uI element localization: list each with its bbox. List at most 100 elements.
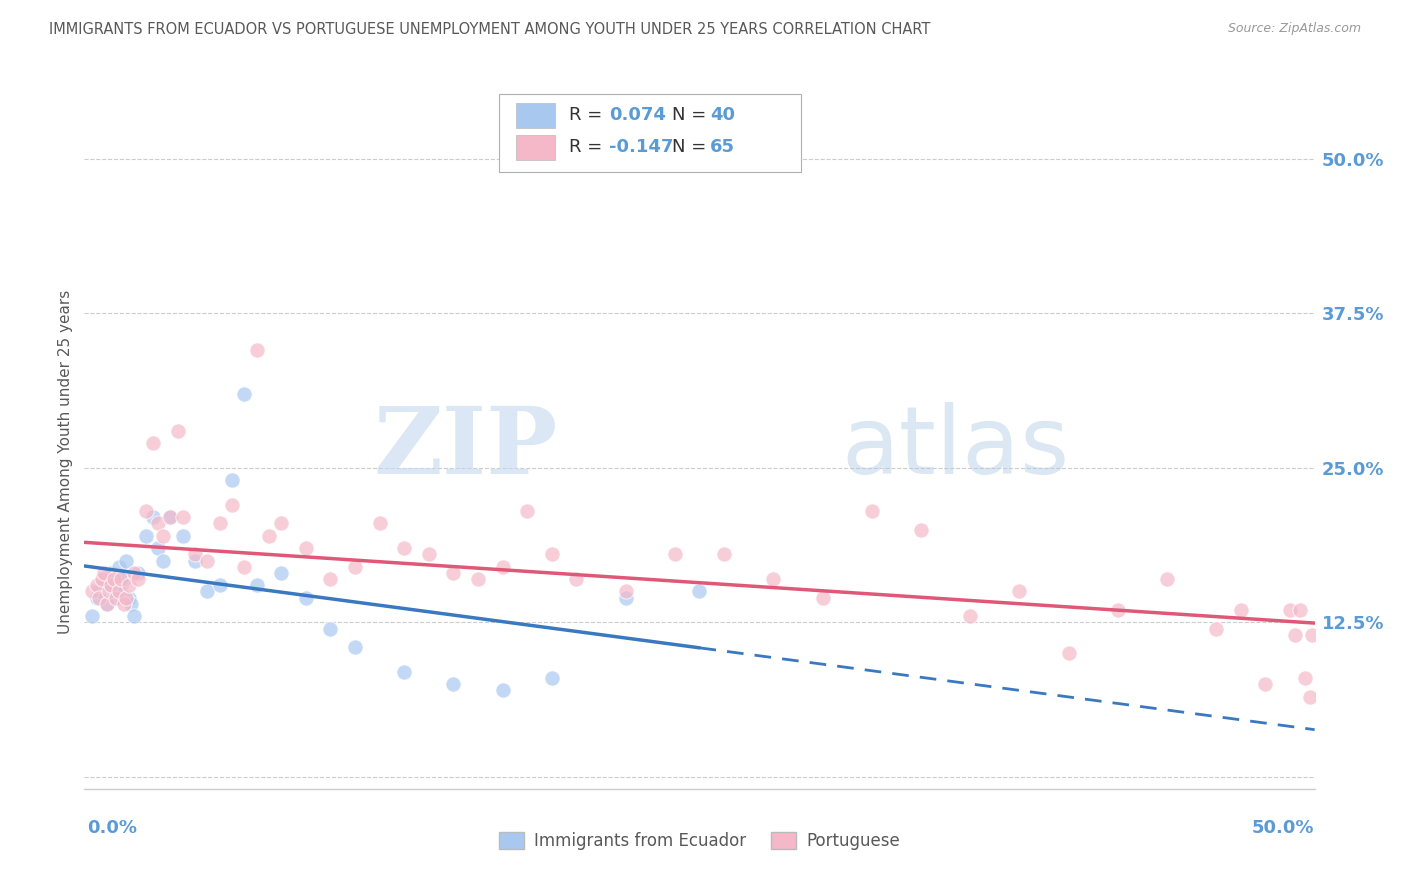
Text: atlas: atlas	[841, 402, 1069, 494]
Point	[443, 677, 465, 691]
Point	[105, 591, 128, 605]
Point	[105, 584, 128, 599]
Text: N =: N =	[672, 138, 711, 156]
Point	[713, 548, 735, 562]
Point	[689, 584, 711, 599]
Point	[1289, 603, 1312, 617]
Point	[128, 572, 150, 586]
Point	[319, 622, 342, 636]
Point	[1107, 603, 1129, 617]
Point	[110, 572, 132, 586]
Point	[197, 553, 219, 567]
Point	[811, 591, 834, 605]
Point	[166, 424, 188, 438]
Point	[108, 584, 131, 599]
Point	[172, 529, 194, 543]
Point	[664, 548, 686, 562]
Text: 65: 65	[710, 138, 735, 156]
Point	[118, 591, 141, 605]
Point	[135, 529, 157, 543]
Text: -0.147: -0.147	[609, 138, 673, 156]
Point	[128, 566, 150, 580]
Point	[103, 591, 125, 605]
Point	[614, 584, 637, 599]
Point	[246, 343, 269, 358]
Point	[100, 566, 122, 580]
Point	[443, 566, 465, 580]
Point	[1205, 622, 1227, 636]
Point	[115, 591, 138, 605]
Point	[1301, 628, 1323, 642]
Point	[112, 597, 135, 611]
Point	[93, 566, 115, 580]
Point	[115, 553, 138, 567]
Point	[418, 548, 440, 562]
Text: ZIP: ZIP	[374, 403, 558, 493]
Point	[98, 578, 120, 592]
Legend: Immigrants from Ecuador, Portuguese: Immigrants from Ecuador, Portuguese	[492, 825, 907, 856]
Point	[1229, 603, 1253, 617]
Point	[1156, 572, 1178, 586]
Text: R =: R =	[569, 106, 609, 124]
Point	[159, 510, 181, 524]
Point	[112, 572, 135, 586]
Point	[368, 516, 391, 531]
Point	[152, 529, 174, 543]
Point	[233, 559, 256, 574]
Point	[1294, 671, 1316, 685]
Point	[86, 578, 108, 592]
Point	[246, 578, 269, 592]
Point	[122, 609, 145, 624]
Point	[394, 665, 416, 679]
Point	[565, 572, 588, 586]
Text: Source: ZipAtlas.com: Source: ZipAtlas.com	[1227, 22, 1361, 36]
Point	[142, 436, 165, 450]
Point	[1284, 628, 1306, 642]
Point	[614, 591, 637, 605]
Point	[148, 516, 170, 531]
Point	[197, 584, 219, 599]
Point	[1299, 690, 1322, 704]
Point	[233, 386, 256, 401]
Point	[394, 541, 416, 556]
Text: 0.0%: 0.0%	[87, 819, 138, 837]
Y-axis label: Unemployment Among Youth under 25 years: Unemployment Among Youth under 25 years	[58, 290, 73, 633]
Point	[80, 609, 103, 624]
Point	[344, 559, 367, 574]
Point	[120, 597, 142, 611]
Point	[159, 510, 181, 524]
Point	[90, 578, 112, 592]
Point	[152, 553, 174, 567]
Text: 0.074: 0.074	[609, 106, 665, 124]
Text: R =: R =	[569, 138, 609, 156]
Point	[344, 640, 367, 655]
Text: 40: 40	[710, 106, 735, 124]
Point	[103, 572, 125, 586]
Point	[90, 572, 112, 586]
Point	[184, 553, 207, 567]
Point	[93, 572, 115, 586]
Text: N =: N =	[672, 106, 711, 124]
Text: IMMIGRANTS FROM ECUADOR VS PORTUGUESE UNEMPLOYMENT AMONG YOUTH UNDER 25 YEARS CO: IMMIGRANTS FROM ECUADOR VS PORTUGUESE UN…	[49, 22, 931, 37]
Point	[541, 671, 564, 685]
Point	[98, 584, 120, 599]
Text: 50.0%: 50.0%	[1253, 819, 1315, 837]
Point	[1057, 646, 1080, 660]
Point	[96, 597, 118, 611]
Point	[467, 572, 489, 586]
Point	[295, 591, 318, 605]
Point	[100, 578, 122, 592]
Point	[959, 609, 981, 624]
Point	[86, 591, 108, 605]
Point	[762, 572, 785, 586]
Point	[1254, 677, 1277, 691]
Point	[270, 516, 292, 531]
Point	[1279, 603, 1302, 617]
Point	[295, 541, 318, 556]
Point	[142, 510, 165, 524]
Point	[80, 584, 103, 599]
Point	[1008, 584, 1031, 599]
Point	[257, 529, 280, 543]
Point	[208, 578, 231, 592]
Point	[221, 473, 243, 487]
